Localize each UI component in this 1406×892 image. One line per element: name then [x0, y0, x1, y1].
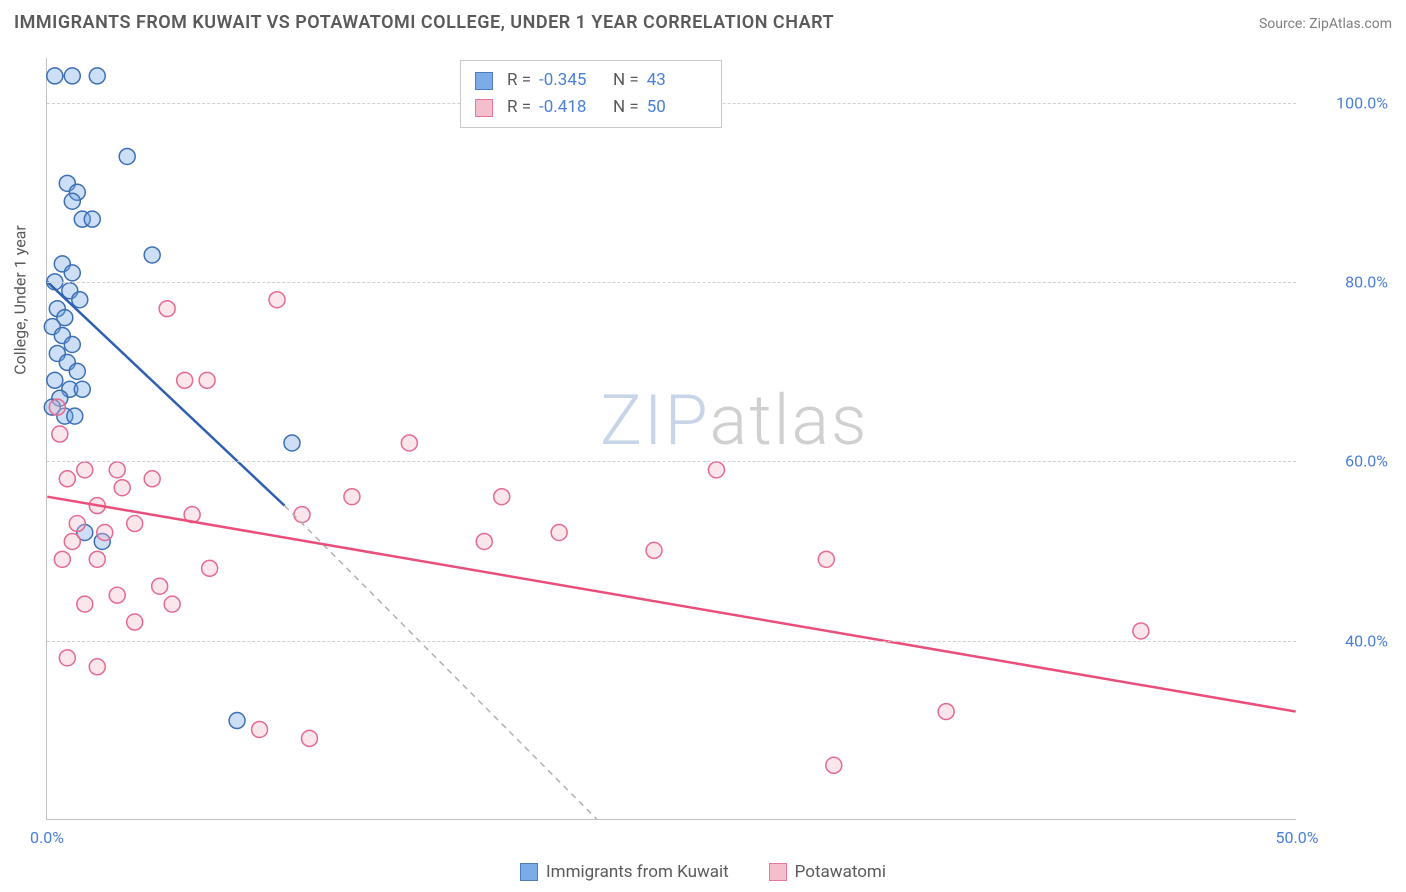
point-potawatomi	[202, 560, 218, 576]
point-potawatomi	[89, 551, 105, 567]
point-potawatomi	[69, 516, 85, 532]
point-kuwait	[229, 713, 245, 729]
point-kuwait	[64, 265, 80, 281]
gridline-h	[47, 461, 1296, 462]
point-potawatomi	[89, 659, 105, 675]
legend-series: Immigrants from Kuwait Potawatomi	[0, 862, 1406, 882]
point-potawatomi	[114, 480, 130, 496]
point-potawatomi	[494, 489, 510, 505]
point-potawatomi	[476, 533, 492, 549]
point-potawatomi	[97, 525, 113, 541]
point-kuwait	[89, 68, 105, 84]
point-potawatomi	[64, 533, 80, 549]
point-potawatomi	[177, 372, 193, 388]
legend-swatch-kuwait	[475, 72, 493, 90]
point-potawatomi	[77, 596, 93, 612]
plot-area: 40.0%60.0%80.0%100.0%0.0%50.0%	[46, 58, 1296, 820]
point-potawatomi	[294, 507, 310, 523]
point-kuwait	[74, 381, 90, 397]
point-potawatomi	[77, 462, 93, 478]
x-tick-label: 50.0%	[1276, 828, 1319, 847]
y-axis-label: College, Under 1 year	[11, 225, 30, 375]
point-kuwait	[64, 193, 80, 209]
point-kuwait	[72, 292, 88, 308]
source-label: Source: ZipAtlas.com	[1259, 16, 1392, 32]
trend-ext-kuwait	[285, 506, 597, 819]
point-potawatomi	[938, 704, 954, 720]
point-potawatomi	[109, 587, 125, 603]
y-tick-label: 100.0%	[1308, 93, 1388, 112]
chart-svg	[47, 58, 1296, 819]
point-potawatomi	[127, 614, 143, 630]
point-potawatomi	[708, 462, 724, 478]
legend-stats-row-kuwait: R = -0.345 N = 43	[475, 67, 707, 94]
legend-swatch-kuwait-b	[520, 863, 538, 881]
point-kuwait	[69, 363, 85, 379]
r-label: R =	[507, 67, 531, 94]
point-potawatomi	[144, 471, 160, 487]
legend-stats-row-potawatomi: R = -0.418 N = 50	[475, 94, 707, 121]
legend-item-kuwait: Immigrants from Kuwait	[520, 862, 729, 882]
point-potawatomi	[52, 426, 68, 442]
point-potawatomi	[109, 462, 125, 478]
point-potawatomi	[818, 551, 834, 567]
point-potawatomi	[646, 542, 662, 558]
y-tick-label: 80.0%	[1308, 273, 1388, 292]
point-potawatomi	[826, 757, 842, 773]
point-potawatomi	[159, 301, 175, 317]
point-potawatomi	[1133, 623, 1149, 639]
point-potawatomi	[59, 650, 75, 666]
n-label: N =	[613, 94, 639, 121]
r-label: R =	[507, 94, 531, 121]
point-potawatomi	[344, 489, 360, 505]
n-value-potawatomi: 50	[647, 94, 707, 121]
point-kuwait	[64, 68, 80, 84]
point-kuwait	[47, 68, 63, 84]
point-kuwait	[47, 372, 63, 388]
point-potawatomi	[252, 721, 268, 737]
point-kuwait	[284, 435, 300, 451]
legend-label-kuwait: Immigrants from Kuwait	[546, 862, 729, 882]
y-tick-label: 40.0%	[1308, 631, 1388, 650]
point-potawatomi	[127, 516, 143, 532]
point-potawatomi	[269, 292, 285, 308]
point-potawatomi	[152, 578, 168, 594]
point-potawatomi	[164, 596, 180, 612]
y-tick-label: 60.0%	[1308, 452, 1388, 471]
legend-stats: R = -0.345 N = 43 R = -0.418 N = 50	[460, 60, 722, 128]
gridline-h	[47, 282, 1296, 283]
trend-potawatomi	[47, 497, 1295, 712]
point-potawatomi	[49, 399, 65, 415]
n-value-kuwait: 43	[647, 67, 707, 94]
point-kuwait	[64, 337, 80, 353]
point-potawatomi	[551, 525, 567, 541]
legend-item-potawatomi: Potawatomi	[769, 862, 886, 882]
point-potawatomi	[199, 372, 215, 388]
point-kuwait	[84, 211, 100, 227]
chart-title: IMMIGRANTS FROM KUWAIT VS POTAWATOMI COL…	[14, 12, 834, 33]
legend-label-potawatomi: Potawatomi	[795, 862, 886, 882]
legend-swatch-potawatomi-b	[769, 863, 787, 881]
gridline-h	[47, 641, 1296, 642]
point-kuwait	[67, 408, 83, 424]
legend-swatch-potawatomi	[475, 99, 493, 117]
point-potawatomi	[301, 730, 317, 746]
point-potawatomi	[401, 435, 417, 451]
r-value-potawatomi: -0.418	[539, 94, 599, 121]
x-tick-label: 0.0%	[30, 828, 64, 847]
point-kuwait	[144, 247, 160, 263]
point-potawatomi	[59, 471, 75, 487]
r-value-kuwait: -0.345	[539, 67, 599, 94]
point-potawatomi	[54, 551, 70, 567]
n-label: N =	[613, 67, 639, 94]
point-kuwait	[119, 148, 135, 164]
